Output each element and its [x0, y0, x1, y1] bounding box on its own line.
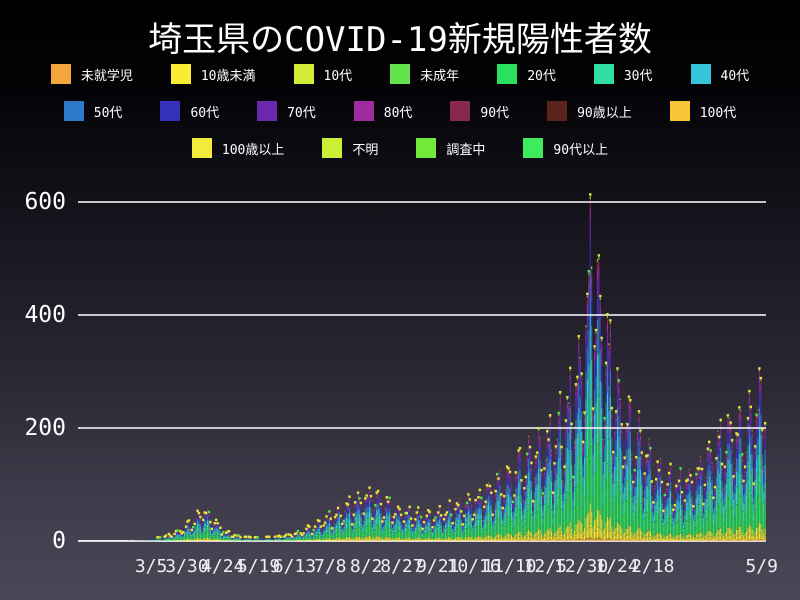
- legend-label: 30代: [623, 68, 653, 84]
- x-tick-label: 5/19: [236, 556, 281, 577]
- x-tick-label: 6/13: [272, 556, 317, 577]
- legend-swatch: [322, 138, 343, 158]
- legend-label: 不明: [352, 142, 379, 158]
- legend-item: 調査中: [416, 137, 485, 159]
- legend-swatch: [50, 64, 71, 84]
- legend-item: 60代: [160, 100, 219, 122]
- y-tick-label: 0: [52, 528, 66, 554]
- legend-swatch: [191, 138, 212, 158]
- legend-swatch: [160, 101, 181, 121]
- legend-item: 20代: [497, 63, 556, 85]
- x-tick-label: 5/9: [745, 556, 778, 577]
- legend-item: 40代: [690, 63, 750, 85]
- x-tick-label: 2/18: [631, 556, 675, 577]
- legend-label: 70代: [287, 105, 316, 121]
- legend-label: 10歳未満: [200, 68, 256, 84]
- legend-item: 50代: [63, 100, 123, 122]
- y-tick-label: 400: [24, 302, 66, 328]
- x-tick-label: 4/24: [201, 556, 245, 577]
- legend-label: 未成年: [420, 68, 460, 84]
- legend-label: 調査中: [446, 142, 486, 158]
- legend-item: 10歳未満: [170, 63, 256, 85]
- chart-title: 埼玉県のCOVID-19新規陽性者数: [148, 20, 652, 60]
- legend-item: 未就学児: [50, 63, 133, 85]
- legend-swatch: [593, 64, 614, 84]
- legend-swatch: [353, 101, 374, 121]
- legend: 未就学児 10歳未満 10代 未成年 20代 30代 40代 50代 60代 70代 80代 90代 9…: [0, 63, 800, 159]
- x-tick-label: 8/2: [349, 556, 383, 577]
- x-tick-label: 11/10: [482, 556, 537, 577]
- legend-swatch: [497, 64, 518, 84]
- legend-item: 100歳以上: [191, 137, 285, 159]
- y-tick-label: 600: [24, 189, 66, 215]
- legend-item: 100代: [669, 100, 737, 122]
- legend-item: 10代: [293, 63, 353, 85]
- legend-item: 80代: [353, 100, 413, 122]
- legend-swatch: [257, 101, 278, 121]
- legend-row: 未就学児 10歳未満 10代 未成年 20代 30代 40代: [0, 63, 800, 85]
- legend-label: 60代: [190, 105, 220, 121]
- legend-row: 50代 60代 70代 80代 90代 90歳以上 100代: [0, 100, 800, 122]
- legend-label: 10代: [323, 68, 353, 84]
- y-tick-label: 200: [24, 415, 66, 441]
- legend-swatch: [293, 64, 314, 84]
- legend-label: 100歳以上: [221, 142, 285, 158]
- legend-swatch: [450, 101, 471, 121]
- x-tick-label: 1/24: [595, 556, 639, 577]
- legend-row: 100歳以上 不明 調査中 90代以上: [0, 137, 800, 159]
- legend-label: 20代: [527, 68, 556, 84]
- x-tick-label: 3/30: [165, 556, 209, 577]
- x-tick-label: 8/27: [380, 556, 424, 577]
- legend-swatch: [63, 101, 84, 121]
- x-tick-label: 3/5: [134, 556, 168, 577]
- x-tick-label: 12/5: [523, 556, 567, 577]
- legend-label: 90代以上: [553, 142, 609, 158]
- legend-item: 未成年: [390, 63, 459, 85]
- x-tick-label: 10/16: [446, 556, 501, 577]
- legend-item: 不明: [322, 137, 378, 159]
- legend-swatch: [170, 64, 191, 84]
- legend-item: 90歳以上: [547, 100, 632, 122]
- legend-swatch: [523, 138, 544, 158]
- legend-label: 100代: [699, 105, 737, 121]
- legend-swatch: [669, 101, 690, 121]
- legend-item: 30代: [593, 63, 653, 85]
- x-tick-label: 7/8: [314, 556, 347, 577]
- legend-label: 40代: [720, 68, 750, 84]
- legend-label: 90歳以上: [577, 105, 632, 121]
- legend-item: 90代: [450, 100, 509, 122]
- legend-swatch: [690, 64, 711, 84]
- legend-swatch: [547, 101, 568, 121]
- legend-label: 90代: [480, 105, 510, 121]
- legend-label: 80代: [383, 105, 413, 121]
- legend-item: 70代: [257, 100, 316, 122]
- legend-swatch: [390, 64, 411, 84]
- legend-label: 50代: [93, 105, 123, 121]
- x-tick-label: 12/30: [554, 556, 609, 577]
- legend-item: 90代以上: [523, 137, 608, 159]
- x-tick-label: 9/21: [416, 556, 460, 577]
- legend-label: 未就学児: [80, 68, 133, 84]
- legend-swatch: [416, 138, 437, 158]
